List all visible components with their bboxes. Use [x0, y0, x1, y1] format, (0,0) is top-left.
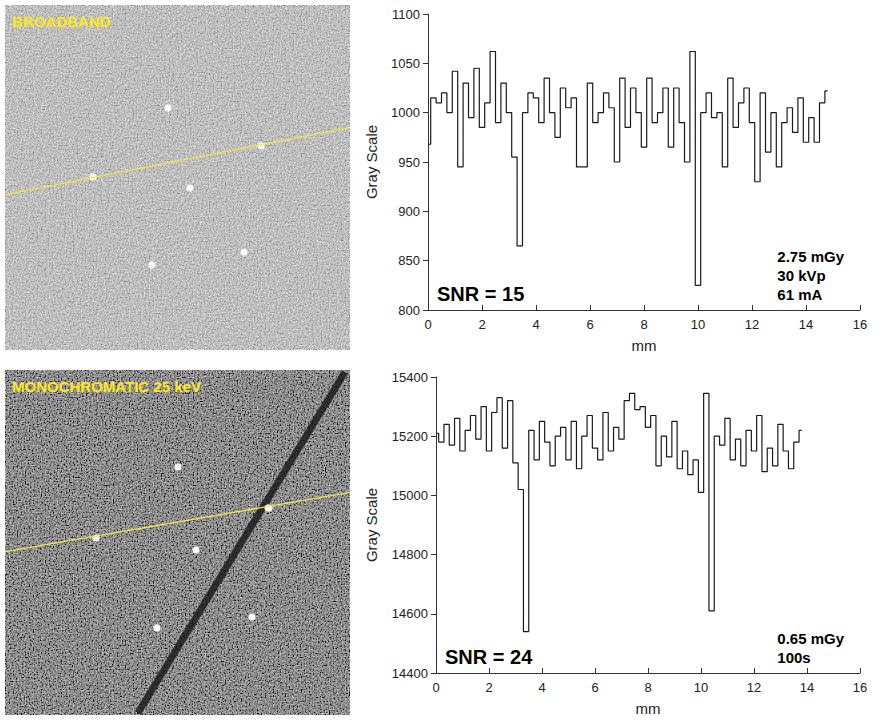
svg-text:SNR = 15: SNR = 15: [437, 283, 524, 305]
svg-text:8: 8: [640, 317, 647, 332]
svg-text:BROADBAND: BROADBAND: [12, 13, 110, 30]
svg-text:14: 14: [799, 317, 813, 332]
svg-text:4: 4: [538, 680, 545, 695]
svg-text:14: 14: [800, 680, 814, 695]
svg-text:MONOCHROMATIC 25 keV: MONOCHROMATIC 25 keV: [12, 378, 201, 395]
svg-text:2: 2: [485, 680, 492, 695]
svg-text:15400: 15400: [392, 370, 428, 385]
svg-text:15200: 15200: [392, 429, 428, 444]
svg-text:800: 800: [398, 303, 420, 318]
svg-text:30 kVp: 30 kVp: [777, 267, 825, 284]
svg-text:6: 6: [586, 317, 593, 332]
svg-text:8: 8: [644, 680, 651, 695]
svg-text:15000: 15000: [392, 488, 428, 503]
svg-text:850: 850: [398, 253, 420, 268]
svg-text:mm: mm: [636, 700, 661, 717]
svg-text:4: 4: [532, 317, 539, 332]
svg-text:10: 10: [694, 680, 708, 695]
svg-text:mm: mm: [632, 337, 657, 354]
svg-text:16: 16: [853, 680, 867, 695]
svg-text:12: 12: [745, 317, 759, 332]
svg-text:14600: 14600: [392, 606, 428, 621]
svg-text:2: 2: [478, 317, 485, 332]
svg-text:6: 6: [591, 680, 598, 695]
svg-text:16: 16: [853, 317, 867, 332]
svg-text:0: 0: [432, 680, 439, 695]
svg-text:100s: 100s: [777, 649, 810, 666]
svg-text:10: 10: [691, 317, 705, 332]
svg-text:1000: 1000: [391, 105, 420, 120]
svg-text:12: 12: [747, 680, 761, 695]
svg-text:61 mA: 61 mA: [777, 286, 822, 303]
svg-text:1050: 1050: [391, 56, 420, 71]
svg-text:Gray Scale: Gray Scale: [363, 488, 380, 562]
svg-text:0: 0: [424, 317, 431, 332]
svg-text:0.65 mGy: 0.65 mGy: [777, 630, 844, 647]
svg-text:2.75 mGy: 2.75 mGy: [777, 248, 844, 265]
svg-text:900: 900: [398, 204, 420, 219]
svg-text:14800: 14800: [392, 547, 428, 562]
svg-text:14400: 14400: [392, 666, 428, 681]
svg-text:950: 950: [398, 155, 420, 170]
svg-text:1100: 1100: [392, 7, 420, 22]
svg-text:SNR = 24: SNR = 24: [445, 646, 533, 668]
svg-text:Gray Scale: Gray Scale: [363, 125, 380, 199]
